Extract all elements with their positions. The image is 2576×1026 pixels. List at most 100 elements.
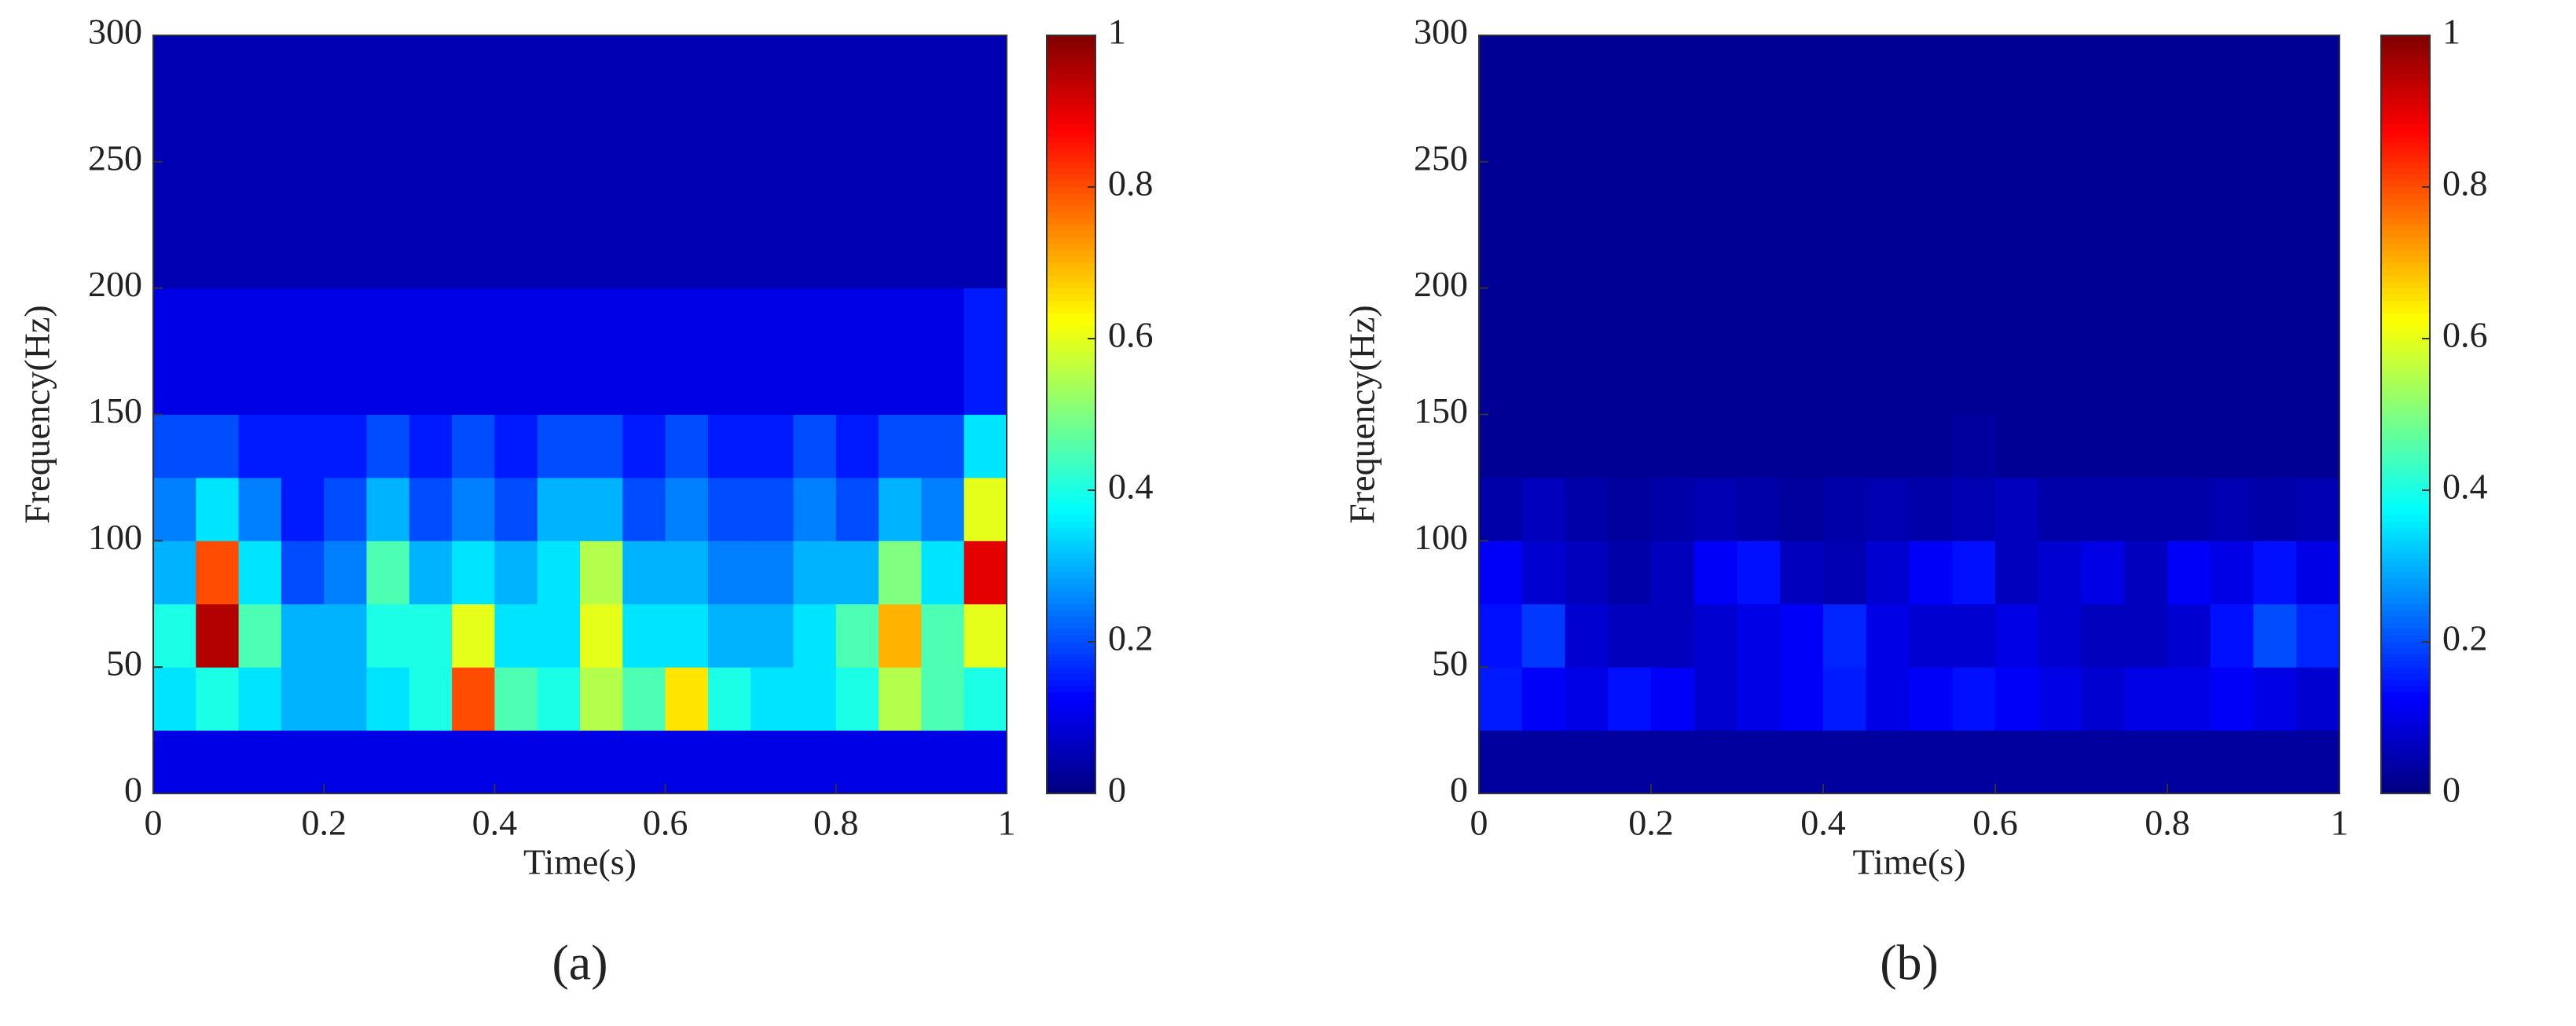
colorbar-slice	[1047, 622, 1095, 630]
heatmap-cell	[1479, 477, 1523, 541]
colorbar-slice	[1047, 780, 1095, 788]
colorbar-slice	[2381, 225, 2430, 233]
heatmap-cell	[1479, 603, 1523, 668]
colorbar-slice	[1047, 351, 1095, 358]
heatmap-cell	[1823, 730, 1867, 794]
heatmap-cell	[1565, 288, 1609, 415]
heatmap-cell	[196, 477, 240, 541]
heatmap-cell	[2167, 603, 2211, 668]
heatmap-cell	[1780, 603, 1824, 668]
heatmap-cell	[2210, 414, 2254, 478]
heatmap-cell	[921, 477, 965, 541]
heatmap-cell	[1737, 667, 1781, 731]
colorbar-slice	[1047, 117, 1095, 125]
heatmap-cell	[1995, 603, 2039, 668]
y-tick-label: 300	[1414, 12, 1468, 52]
colorbar-slice	[2381, 79, 2430, 87]
heatmap-cell	[963, 414, 1007, 478]
x-tick-label: 0.2	[301, 803, 347, 843]
heatmap-cell	[196, 603, 240, 668]
heatmap-cell	[2296, 540, 2340, 605]
colorbar-slice	[1047, 225, 1095, 233]
heatmap-cell	[1909, 288, 1953, 415]
heatmap-cell	[707, 35, 751, 289]
heatmap-cell	[750, 288, 794, 415]
heatmap-cell	[1651, 667, 1695, 731]
heatmap-cell	[1521, 603, 1565, 668]
colorbar-slice	[2381, 86, 2430, 93]
colorbar-slice	[1047, 698, 1095, 706]
x-tick-label: 0.4	[472, 803, 518, 843]
colorbar-slice	[1047, 294, 1095, 302]
colorbar-slice	[2381, 680, 2430, 687]
heatmap-cell	[2167, 35, 2211, 289]
colorbar-slice	[2381, 452, 2430, 460]
heatmap-cell	[2124, 540, 2168, 605]
colorbar-slice	[2381, 584, 2430, 592]
heatmap-cell	[1651, 288, 1695, 415]
heatmap-cell	[750, 540, 794, 605]
colorbar-slice	[1047, 768, 1095, 775]
heatmap-cell	[452, 414, 495, 478]
heatmap-cell	[1866, 603, 1910, 668]
heatmap-cell	[1909, 414, 1953, 478]
heatmap-cell	[281, 288, 325, 415]
heatmap-cell	[2124, 288, 2168, 415]
heatmap-cell	[1823, 603, 1867, 668]
colorbar-slice	[2381, 60, 2430, 68]
colorbar-tick-label: 0	[1108, 770, 1126, 810]
colorbar-slice	[2381, 692, 2430, 700]
heatmap-cell	[1693, 288, 1738, 415]
colorbar-slice	[2381, 73, 2430, 81]
colorbar-slice	[1047, 597, 1095, 605]
heatmap-cell	[665, 540, 709, 605]
heatmap-cell	[622, 667, 666, 731]
colorbar-slice	[1047, 92, 1095, 100]
colorbar-slice	[1047, 736, 1095, 744]
colorbar-slice	[2381, 389, 2430, 397]
colorbar-slice	[1047, 445, 1095, 453]
colorbar-tick-label: 1	[2442, 12, 2460, 52]
colorbar-slice	[1047, 79, 1095, 87]
colorbar-slice	[1047, 648, 1095, 655]
heatmap-cell	[665, 603, 709, 668]
colorbar-slice	[2381, 339, 2430, 346]
colorbar-slice	[2381, 628, 2430, 636]
heatmap-cell	[2038, 414, 2082, 478]
heatmap-cell	[153, 414, 196, 478]
heatmap-cell	[1651, 730, 1695, 794]
heatmap-cell	[153, 540, 196, 605]
colorbar-slice	[2381, 427, 2430, 434]
panel-label: (b)	[1880, 935, 1939, 991]
heatmap-cell	[963, 288, 1007, 415]
heatmap-cell	[707, 477, 751, 541]
heatmap-cell	[324, 477, 367, 541]
colorbar-slice	[2381, 458, 2430, 466]
heatmap-cell	[2124, 603, 2168, 668]
heatmap-cell	[1521, 540, 1565, 605]
heatmap-cell	[281, 730, 325, 794]
heatmap-cell	[1737, 477, 1781, 541]
heatmap-cell	[665, 414, 709, 478]
heatmap-cell	[1521, 730, 1565, 794]
heatmap-cell	[622, 414, 666, 478]
colorbar-slice	[2381, 648, 2430, 655]
colorbar-slice	[2381, 117, 2430, 125]
heatmap-cell	[324, 603, 367, 668]
heatmap-cell	[2253, 603, 2297, 668]
x-tick-label: 0.4	[1800, 803, 1846, 843]
colorbar-slice	[2381, 130, 2430, 137]
heatmap-cell	[452, 730, 495, 794]
colorbar-slice	[2381, 319, 2430, 327]
colorbar-slice	[2381, 547, 2430, 555]
heatmap-cell	[1780, 414, 1824, 478]
colorbar-slice	[2381, 622, 2430, 630]
colorbar-slice	[1047, 566, 1095, 573]
heatmap-cell	[2038, 667, 2082, 731]
heatmap-cell	[1995, 540, 2039, 605]
heatmap-cell	[281, 667, 325, 731]
colorbar-slice	[2381, 578, 2430, 586]
heatmap-cell	[2210, 288, 2254, 415]
heatmap-cell	[1651, 603, 1695, 668]
heatmap-cell	[1952, 477, 1996, 541]
